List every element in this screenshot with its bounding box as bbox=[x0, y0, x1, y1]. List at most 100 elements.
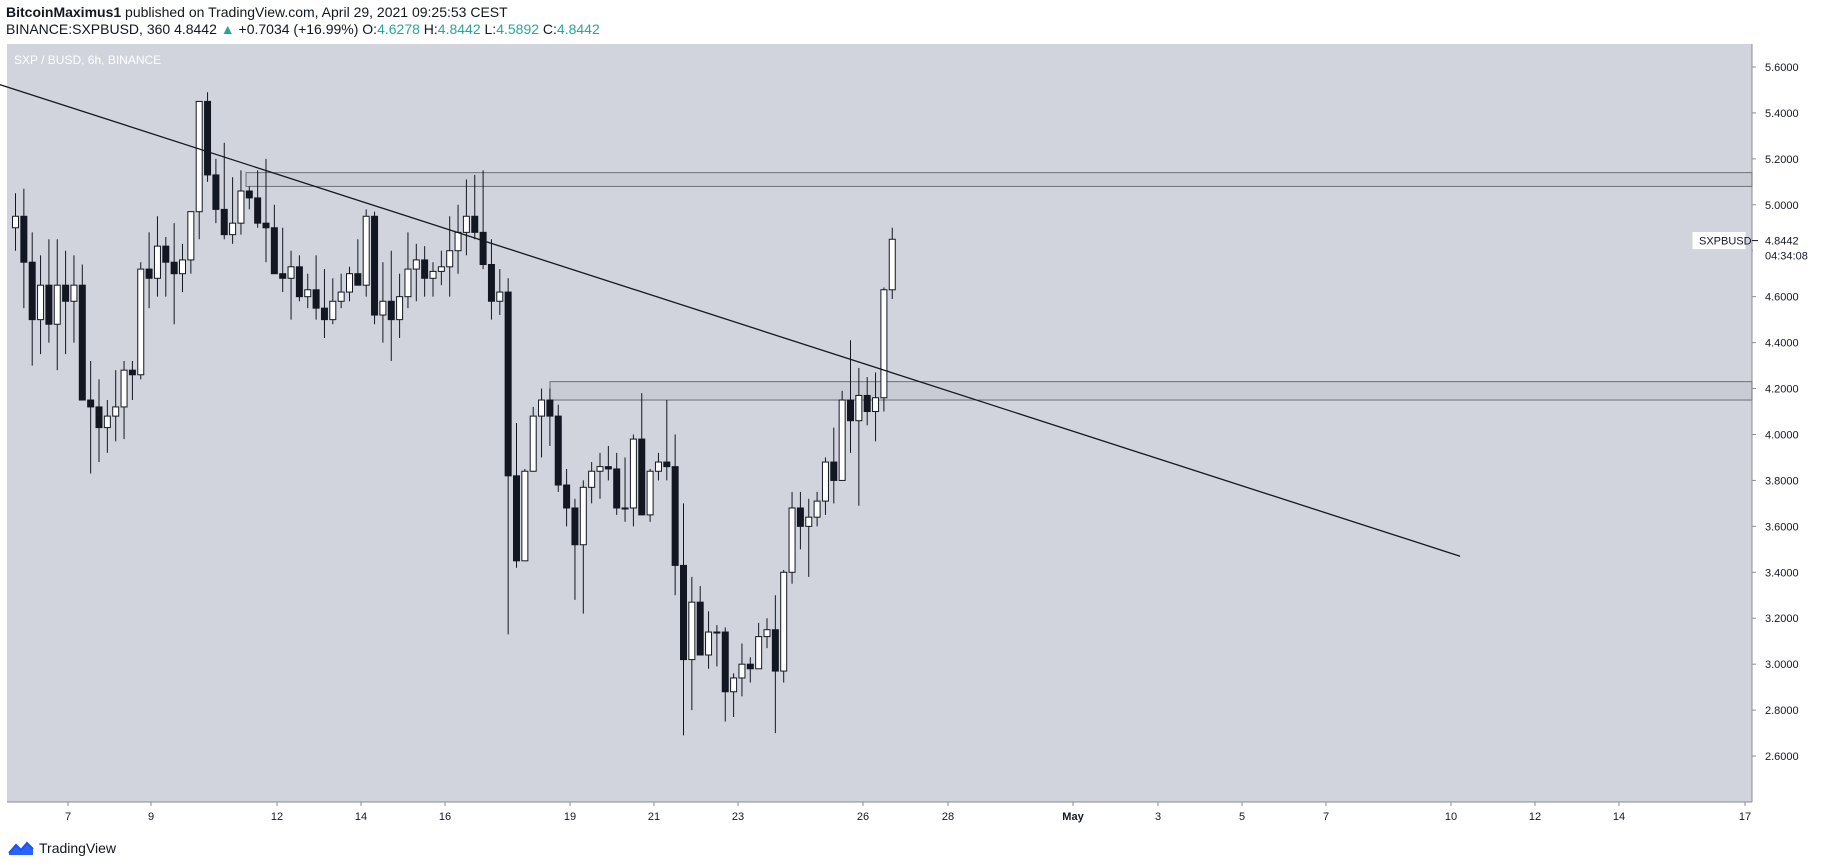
candle-body bbox=[53, 284, 61, 325]
candle-bullish bbox=[229, 177, 237, 244]
candle-body bbox=[788, 507, 796, 573]
candle-bullish bbox=[838, 390, 846, 481]
time-axis[interactable] bbox=[7, 802, 1752, 826]
candle-body bbox=[45, 284, 53, 325]
candle-bullish bbox=[880, 287, 888, 412]
candle-bearish bbox=[254, 170, 262, 228]
candle-bullish bbox=[579, 480, 587, 614]
candle-body bbox=[187, 211, 195, 261]
candle-body bbox=[654, 461, 662, 472]
author-name[interactable]: BitcoinMaximus1 bbox=[6, 4, 122, 20]
candle-body bbox=[521, 470, 529, 562]
candle-bullish bbox=[379, 262, 387, 343]
candle-body bbox=[855, 394, 863, 422]
y-tick-label: 4.2000 bbox=[1765, 384, 1799, 396]
candle-body bbox=[371, 215, 379, 316]
open-label: O: bbox=[362, 21, 378, 37]
candle-body bbox=[412, 259, 420, 270]
candle-bullish bbox=[763, 618, 771, 649]
candle-bullish bbox=[521, 468, 529, 562]
candle-body bbox=[796, 507, 804, 527]
range-zone[interactable] bbox=[245, 172, 1753, 187]
candle-bullish bbox=[187, 211, 195, 274]
candle-body bbox=[195, 100, 203, 213]
candle-body bbox=[738, 663, 746, 679]
candle-bullish bbox=[855, 367, 863, 506]
candle-bullish bbox=[738, 643, 746, 697]
last-price-text: 4.8442 bbox=[1765, 236, 1799, 248]
range-zone[interactable] bbox=[549, 381, 1753, 401]
candle-bearish bbox=[270, 204, 278, 275]
candle-body bbox=[37, 284, 45, 321]
candle-bearish bbox=[487, 239, 495, 320]
candle-bearish bbox=[696, 586, 704, 656]
candle-body bbox=[646, 470, 654, 516]
candle-bullish bbox=[654, 452, 662, 481]
candle-bearish bbox=[721, 627, 729, 722]
candle-body bbox=[813, 500, 821, 518]
currency-label: BUSD bbox=[1773, 54, 1804, 66]
candle-bullish bbox=[437, 250, 445, 286]
y-tick-label: 5.2000 bbox=[1765, 154, 1799, 166]
x-tick-label: 16 bbox=[439, 811, 451, 823]
candle-body bbox=[888, 238, 896, 291]
candle-bearish bbox=[513, 423, 520, 568]
candle-bullish bbox=[646, 468, 654, 522]
candle-body bbox=[137, 268, 145, 376]
candle-bearish bbox=[312, 255, 320, 320]
countdown-text: 04:34:08 bbox=[1765, 251, 1808, 263]
candle-body bbox=[279, 273, 287, 279]
candle-body bbox=[254, 197, 262, 224]
candle-body bbox=[730, 677, 738, 693]
x-tick-label: 12 bbox=[1529, 811, 1541, 823]
candle-body bbox=[362, 215, 370, 286]
candle-bullish bbox=[713, 625, 721, 667]
candle-body bbox=[312, 289, 320, 309]
symbol-tag-text: SXPBUSD bbox=[1699, 236, 1752, 248]
candle-bullish bbox=[705, 611, 713, 669]
candle-body bbox=[212, 174, 220, 210]
candle-bearish bbox=[830, 427, 838, 504]
candle-body bbox=[162, 245, 170, 263]
candle-body bbox=[546, 399, 554, 417]
price-axis[interactable] bbox=[1752, 44, 1828, 802]
candle-bearish bbox=[613, 452, 621, 515]
y-tick-label: 3.8000 bbox=[1765, 475, 1799, 487]
candle-body bbox=[304, 289, 312, 298]
candle-body bbox=[70, 284, 78, 302]
candle-bearish bbox=[28, 232, 36, 366]
candle-body bbox=[563, 484, 571, 509]
candle-bullish bbox=[813, 491, 821, 527]
candle-bearish bbox=[62, 250, 70, 355]
candle-body bbox=[479, 231, 487, 266]
candle-body bbox=[596, 466, 604, 472]
x-tick-label: 12 bbox=[271, 811, 283, 823]
candle-body bbox=[379, 300, 387, 316]
candle-bearish bbox=[295, 255, 303, 302]
candle-bullish bbox=[412, 243, 420, 302]
candle-body bbox=[504, 291, 512, 477]
candle-body bbox=[780, 571, 788, 672]
footer-brand[interactable]: TradingView bbox=[8, 840, 116, 856]
candle-bearish bbox=[546, 388, 554, 446]
x-tick-label: 3 bbox=[1155, 811, 1161, 823]
last-price: 4.8442 bbox=[174, 21, 217, 37]
chart-title: SXP / BUSD, 6h, BINANCE bbox=[14, 53, 161, 67]
candle-body bbox=[880, 289, 888, 399]
candle-body bbox=[579, 486, 587, 546]
symbol-line: BINANCE:SXPBUSD, 360 bbox=[6, 21, 171, 37]
candle-bullish bbox=[805, 498, 813, 577]
candle-body bbox=[705, 631, 713, 656]
candle-bullish bbox=[888, 227, 896, 299]
low-value: 4.5892 bbox=[496, 21, 540, 37]
candle-body bbox=[688, 601, 696, 661]
candle-body bbox=[621, 507, 629, 510]
chart-plot-area[interactable] bbox=[7, 44, 1752, 802]
last-price-tag bbox=[1753, 231, 1827, 266]
y-tick-label: 4.6000 bbox=[1765, 292, 1799, 304]
brand-name: TradingView bbox=[39, 840, 117, 856]
x-tick-label: 10 bbox=[1445, 811, 1457, 823]
descending-trendline[interactable] bbox=[0, 76, 1461, 557]
candle-body bbox=[28, 261, 36, 321]
